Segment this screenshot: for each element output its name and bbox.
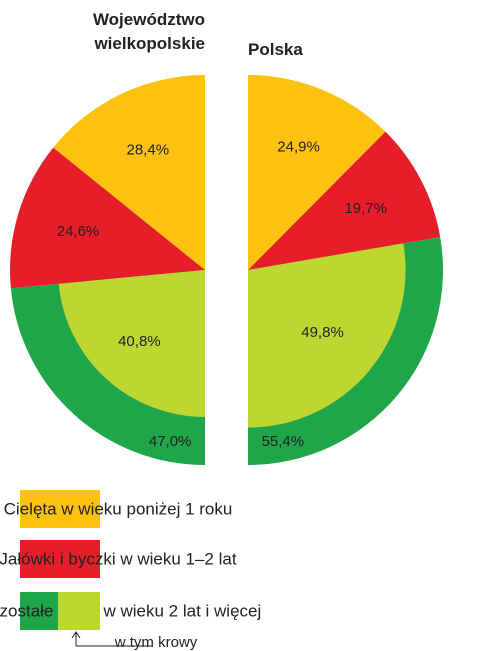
legend-swatch (20, 490, 100, 528)
right-title: Polska (248, 40, 303, 59)
pie-slice (248, 131, 441, 270)
pie-slice (9, 147, 205, 289)
value-label: 55,4% (262, 433, 305, 450)
left-title: Województwo wielkopolskie (92, 10, 205, 53)
value-label: 19,7% (344, 200, 387, 217)
pie-slice (248, 75, 386, 270)
legend-label: Pozostałe bydło w wieku 2 lat i więcej (0, 601, 261, 620)
legend-arrow (71, 631, 152, 647)
inner-slice (58, 270, 206, 417)
legend-swatch (20, 540, 100, 578)
legend-label: Jałówki i byczki w wieku 1–2 lat (0, 549, 237, 568)
legend-swatch-inner (58, 592, 100, 630)
legend-inner-label: w tym krowy (114, 634, 198, 651)
value-label: 24,6% (57, 223, 100, 240)
inner-slice (248, 243, 406, 428)
pie-slice (53, 75, 205, 270)
value-label: 47,0% (149, 433, 192, 450)
value-label: 28,4% (127, 141, 170, 158)
value-label: 24,9% (277, 138, 320, 155)
inner-label: 49,8% (301, 324, 344, 341)
inner-label: 40,8% (118, 333, 161, 350)
legend-label: Cielęta w wieku poniżej 1 roku (4, 499, 233, 518)
